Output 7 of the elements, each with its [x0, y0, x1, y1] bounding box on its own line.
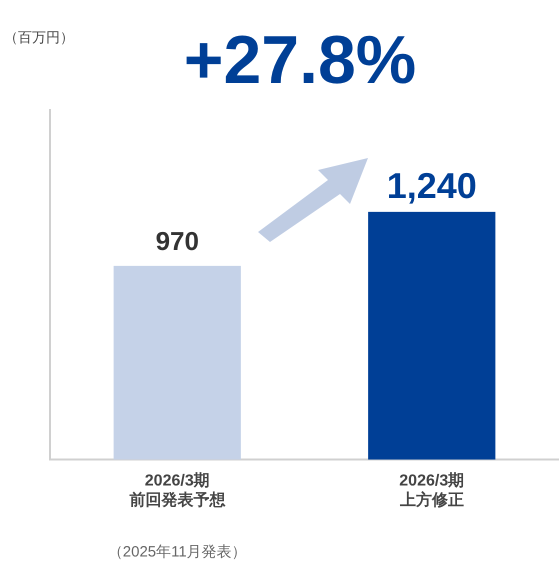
data-label: 1,240	[386, 164, 477, 206]
chart-title: +27.8%	[184, 22, 416, 98]
y-axis-title: （百万円）	[4, 29, 74, 45]
x-tick-label: 2026/3期前回発表予想	[128, 472, 226, 509]
text: （2025年11月発表）	[108, 544, 247, 561]
x-tick-label: 2026/3期上方修正	[398, 472, 464, 509]
data-label: 970	[156, 226, 199, 256]
